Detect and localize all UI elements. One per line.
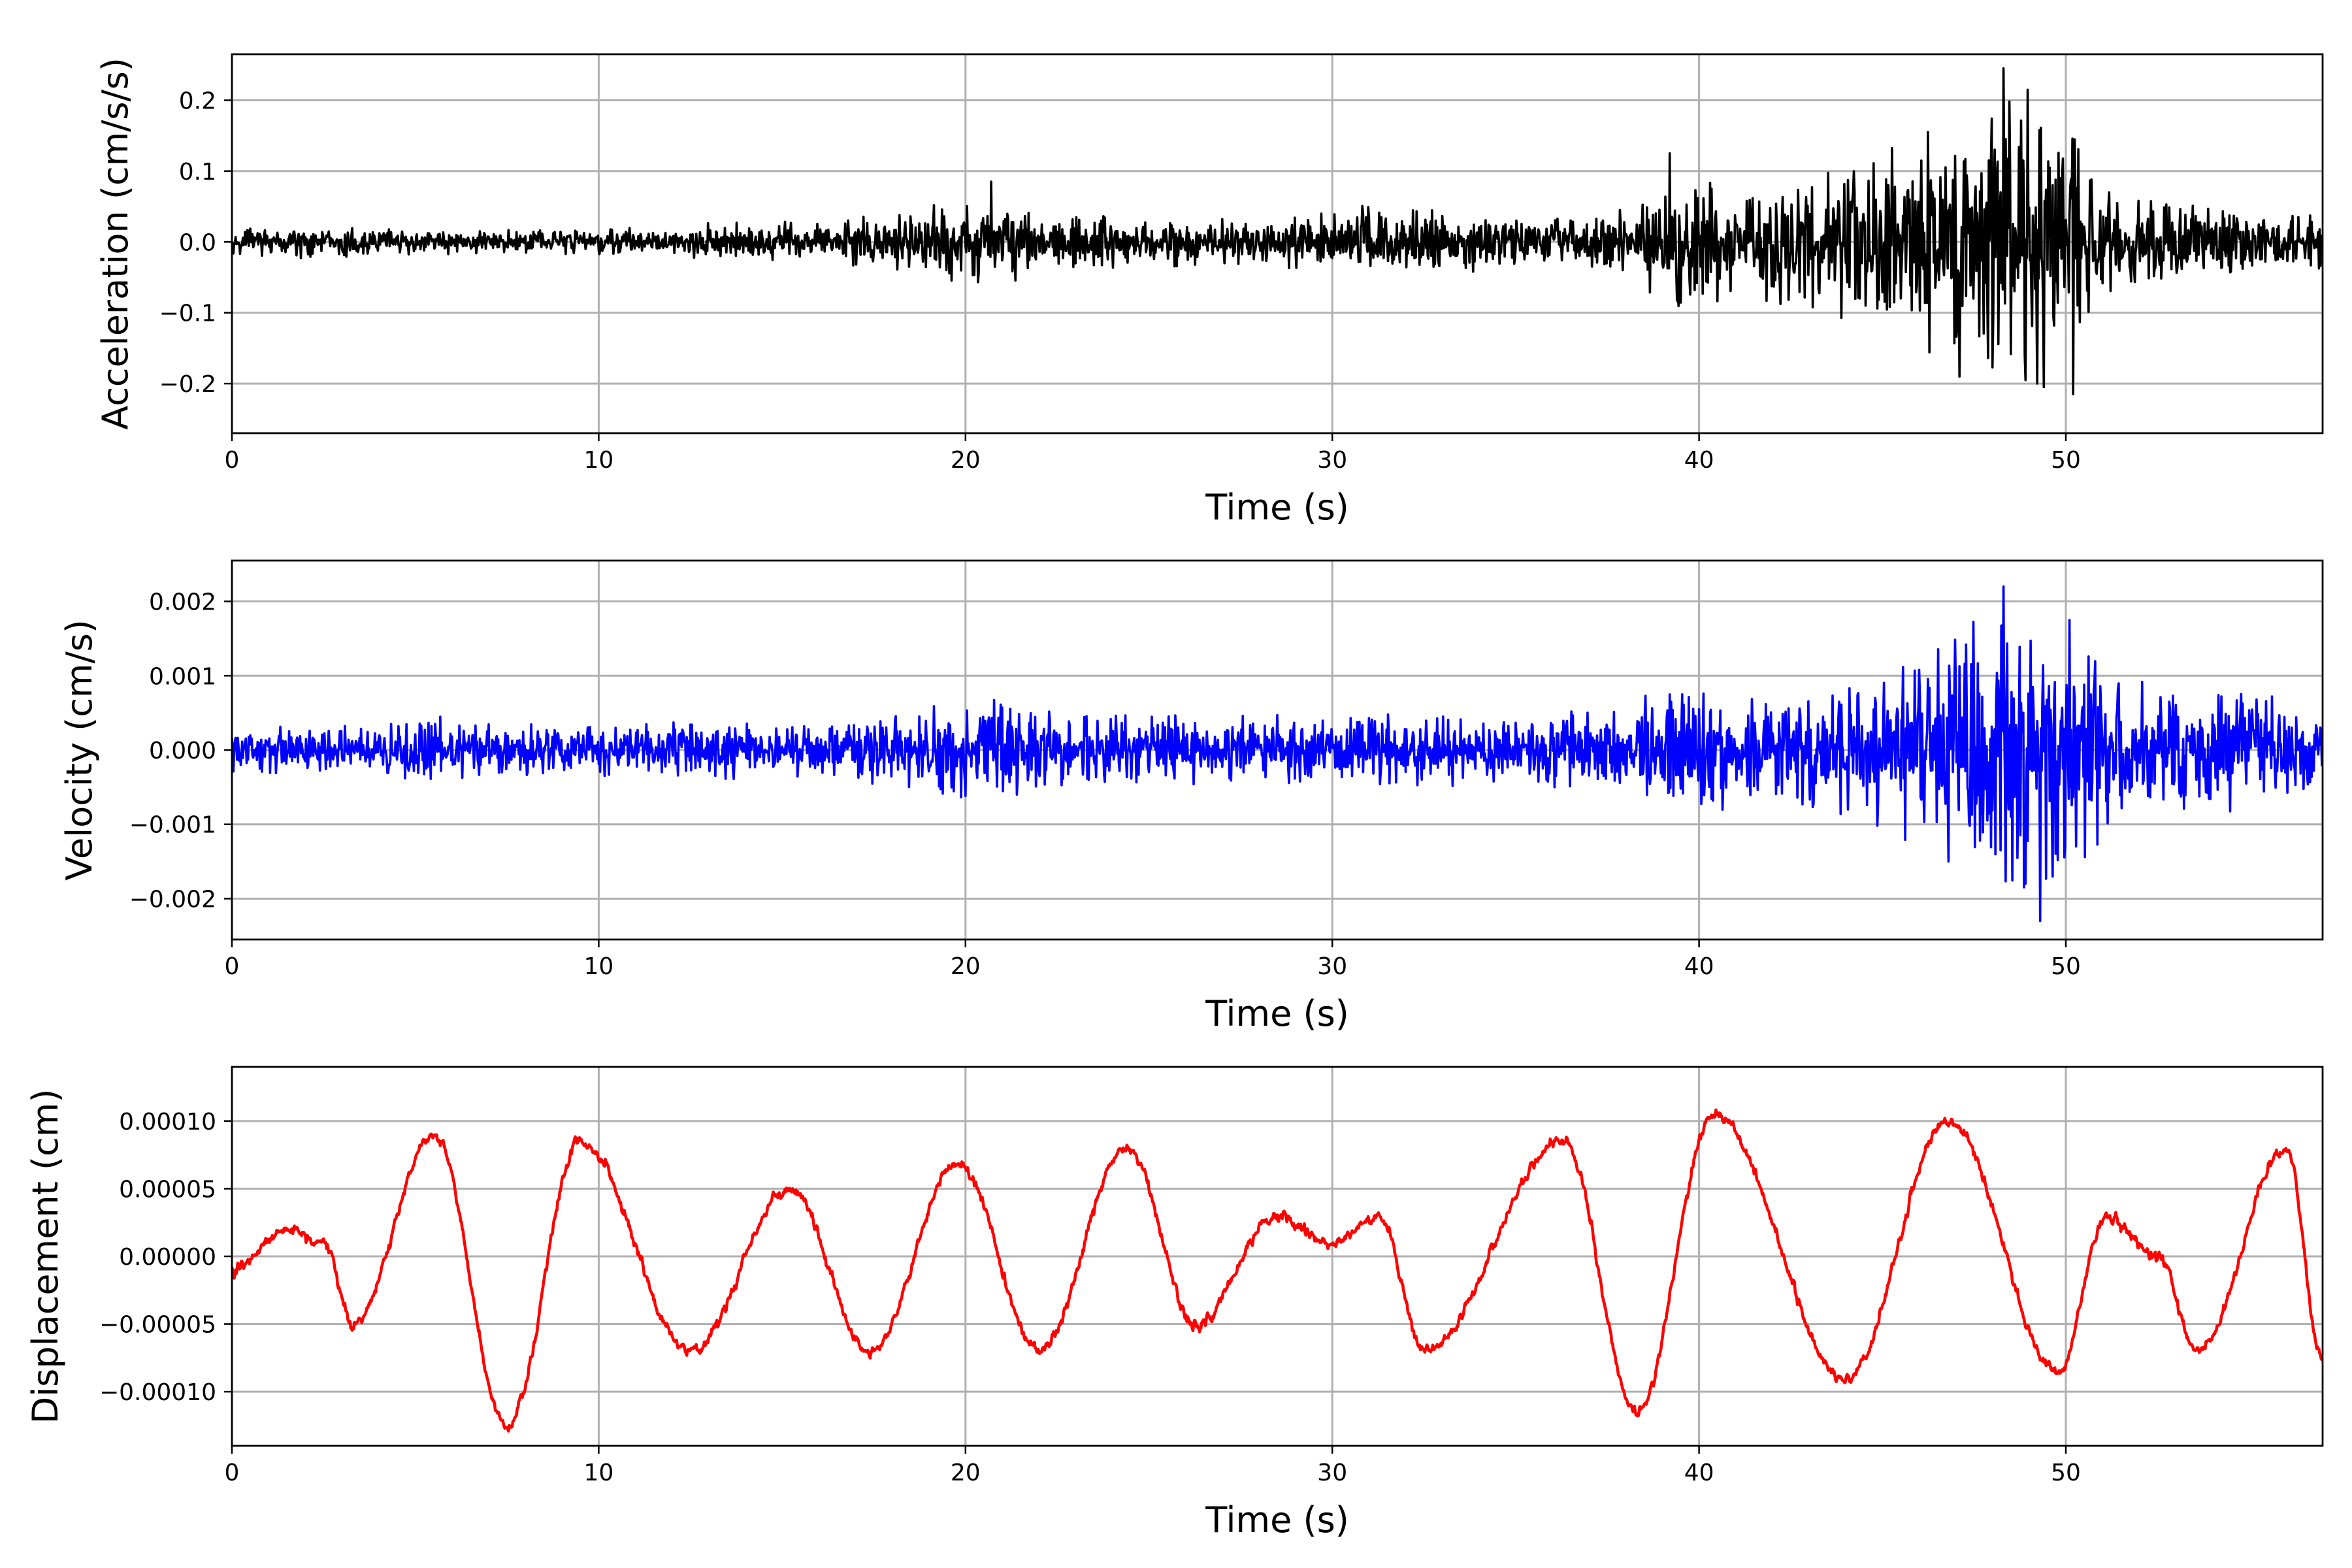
velocity-y-tick-label: 0.002 — [149, 589, 216, 616]
velocity-x-axis-label: Time (s) — [1205, 993, 1349, 1034]
acceleration-x-axis-label: Time (s) — [1205, 487, 1349, 528]
acceleration-x-tick-label: 10 — [583, 447, 613, 474]
velocity-x-tick-label: 20 — [951, 953, 981, 980]
displacement-y-tick-label: −0.00010 — [99, 1379, 216, 1406]
velocity-y-tick-label: −0.001 — [129, 812, 216, 839]
acceleration-x-tick-label: 20 — [951, 447, 981, 474]
displacement-panel: 0 10 20 30 40 50 0.00010 0.00005 0.00000 −0.00005… — [25, 1066, 2324, 1541]
displacement-x-tick-label: 30 — [1317, 1460, 1347, 1486]
velocity-x-tick-label: 30 — [1317, 953, 1347, 980]
displacement-x-tick-label: 40 — [1684, 1460, 1714, 1486]
velocity-x-tick-label: 10 — [583, 953, 613, 980]
velocity-y-tick-label: −0.002 — [129, 886, 216, 913]
acceleration-y-tick-label: 0.1 — [179, 159, 216, 186]
displacement-y-tick-label: 0.00000 — [119, 1244, 216, 1271]
acceleration-series-line — [232, 67, 2323, 396]
acceleration-y-axis-label: Acceleration (cm/s/s) — [95, 57, 136, 430]
displacement-y-axis-label: Displacement (cm) — [25, 1089, 66, 1424]
acceleration-x-tick-label: 50 — [2051, 447, 2081, 474]
velocity-panel: 0 10 20 30 40 50 0.002 0.001 0.000 −0.001 −0.002 T… — [59, 559, 2324, 1034]
acceleration-y-tick-label: 0.2 — [179, 88, 216, 114]
displacement-series-line — [232, 1108, 2323, 1433]
velocity-x-tick-label: 40 — [1684, 953, 1714, 980]
acceleration-x-tick-label: 0 — [225, 447, 240, 474]
displacement-x-axis-label: Time (s) — [1205, 1499, 1349, 1541]
acceleration-plot-area — [232, 67, 2323, 396]
displacement-ticks: 0 10 20 30 40 50 0.00010 0.00005 0.00000 −0.00005… — [99, 1109, 2081, 1486]
acceleration-y-tick-label: 0.0 — [179, 229, 216, 256]
displacement-x-tick-label: 10 — [583, 1460, 613, 1486]
acceleration-y-tick-label: −0.2 — [159, 371, 216, 398]
acceleration-x-tick-label: 30 — [1317, 447, 1347, 474]
displacement-y-tick-label: 0.00010 — [119, 1109, 216, 1135]
velocity-ticks: 0 10 20 30 40 50 0.002 0.001 0.000 −0.001 −0.002 — [129, 589, 2081, 980]
velocity-x-tick-label: 0 — [225, 953, 240, 980]
velocity-y-axis-label: Velocity (cm/s) — [59, 619, 100, 881]
displacement-y-tick-label: −0.00005 — [99, 1312, 216, 1339]
displacement-grid — [231, 1067, 2323, 1446]
acceleration-panel: 0 10 20 30 40 50 0.2 0.1 0.0 −0.1 −0.2 Time (s) Ac… — [95, 53, 2324, 528]
acceleration-y-tick-label: −0.1 — [159, 301, 216, 327]
velocity-y-tick-label: 0.000 — [149, 738, 216, 764]
acceleration-grid — [231, 54, 2323, 433]
displacement-y-tick-label: 0.00005 — [119, 1176, 216, 1203]
displacement-x-tick-label: 0 — [225, 1460, 240, 1486]
displacement-plot-area — [232, 1108, 2323, 1433]
displacement-x-tick-label: 50 — [2051, 1460, 2081, 1486]
velocity-y-tick-label: 0.001 — [149, 663, 216, 690]
velocity-plot-area — [232, 585, 2323, 923]
acceleration-x-tick-label: 40 — [1684, 447, 1714, 474]
velocity-x-tick-label: 50 — [2051, 953, 2081, 980]
displacement-x-tick-label: 20 — [951, 1460, 981, 1486]
acceleration-ticks: 0 10 20 30 40 50 0.2 0.1 0.0 −0.1 −0.2 — [159, 88, 2081, 474]
acceleration-axes-frame — [231, 53, 2324, 434]
velocity-series-line — [232, 585, 2323, 923]
